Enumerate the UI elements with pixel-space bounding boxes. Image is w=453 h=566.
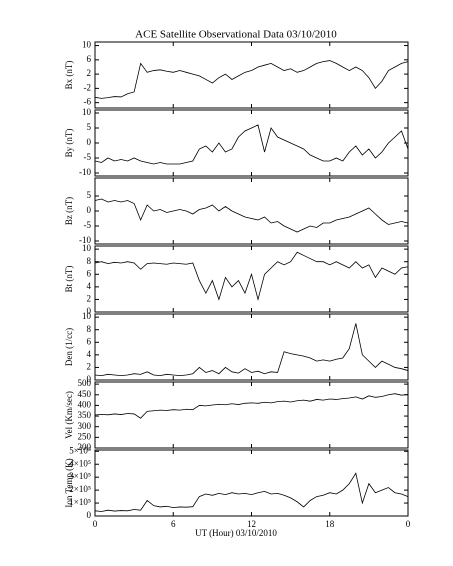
panel-frame — [94, 381, 409, 449]
y-axis-label: Ion Temp (K) — [64, 458, 74, 507]
y-tick-label: 250 — [78, 431, 92, 441]
y-tick-label: 8 — [87, 256, 92, 266]
y-tick-label: -2 — [84, 82, 92, 92]
y-tick-label: 5×10⁵ — [69, 445, 91, 455]
x-tick-label: 6 — [171, 519, 176, 529]
y-tick-label: 3×10⁵ — [69, 471, 91, 481]
y-tick-label: 450 — [78, 389, 92, 399]
y-tick-label: 10 — [82, 40, 92, 50]
y-tick-label: -10 — [79, 235, 91, 245]
y-tick-label: 200 — [78, 442, 92, 452]
chart-title: ACE Satellite Observational Data 03/10/2… — [135, 29, 337, 41]
y-axis-label: Bx (nT) — [64, 61, 74, 90]
y-tick-label: 5 — [87, 122, 92, 132]
y-axis-label: Bz (nT) — [64, 197, 74, 225]
y-tick-label: -6 — [84, 97, 92, 107]
y-tick-label: 0 — [87, 205, 92, 215]
x-tick-label: 18 — [325, 519, 335, 529]
y-tick-label: 2 — [87, 68, 92, 78]
y-tick-label: 1×10⁵ — [69, 497, 91, 507]
y-tick-label: 4 — [87, 349, 92, 359]
y-tick-label: 4×10⁵ — [69, 458, 91, 468]
data-line — [94, 472, 409, 512]
y-axis-label: Bt (nT) — [64, 266, 74, 293]
y-tick-label: 0 — [87, 374, 92, 384]
panel-frame — [94, 177, 409, 245]
y-axis-label: By (nT) — [64, 129, 74, 158]
x-tick-label: 0 — [406, 519, 411, 529]
y-tick-label: 6 — [87, 54, 92, 64]
y-tick-label: 350 — [78, 410, 92, 420]
y-tick-label: 6 — [87, 268, 92, 278]
y-tick-label: 2×10⁵ — [69, 484, 91, 494]
y-tick-label: 2 — [87, 293, 92, 303]
y-tick-label: 400 — [78, 399, 92, 409]
y-tick-label: -10 — [79, 167, 91, 177]
panel-frame — [94, 245, 409, 313]
y-tick-label: 10 — [82, 311, 92, 321]
y-tick-label: 300 — [78, 421, 92, 431]
y-tick-label: -5 — [84, 152, 92, 162]
y-tick-label: 0 — [87, 306, 92, 316]
x-tick-label: 12 — [247, 519, 256, 529]
data-line — [94, 124, 409, 165]
data-line — [94, 198, 409, 233]
y-tick-label: 6 — [87, 336, 92, 346]
y-axis-label: Vel (Km/sec) — [64, 391, 74, 439]
data-line — [94, 251, 409, 302]
panel-frame — [94, 109, 409, 177]
y-tick-label: 5 — [87, 190, 92, 200]
x-axis-label: UT (Hour) 03/10/2010 — [195, 528, 277, 538]
y-tick-label: -5 — [84, 220, 92, 230]
panel-frame — [94, 449, 409, 517]
y-tick-label: 10 — [82, 243, 92, 253]
y-tick-label: 4 — [87, 281, 92, 291]
y-tick-label: 10 — [82, 107, 92, 117]
y-tick-label: 2 — [87, 361, 92, 371]
y-tick-label: 0 — [87, 510, 92, 520]
y-axis-label: Den (1/cc) — [64, 328, 74, 366]
y-tick-label: 500 — [78, 378, 92, 388]
data-line — [94, 60, 409, 99]
x-tick-label: 0 — [93, 519, 98, 529]
data-line — [94, 393, 409, 419]
data-line — [94, 323, 409, 377]
panel-frame — [94, 41, 409, 109]
y-tick-label: 8 — [87, 324, 92, 334]
y-tick-label: 0 — [87, 137, 92, 147]
